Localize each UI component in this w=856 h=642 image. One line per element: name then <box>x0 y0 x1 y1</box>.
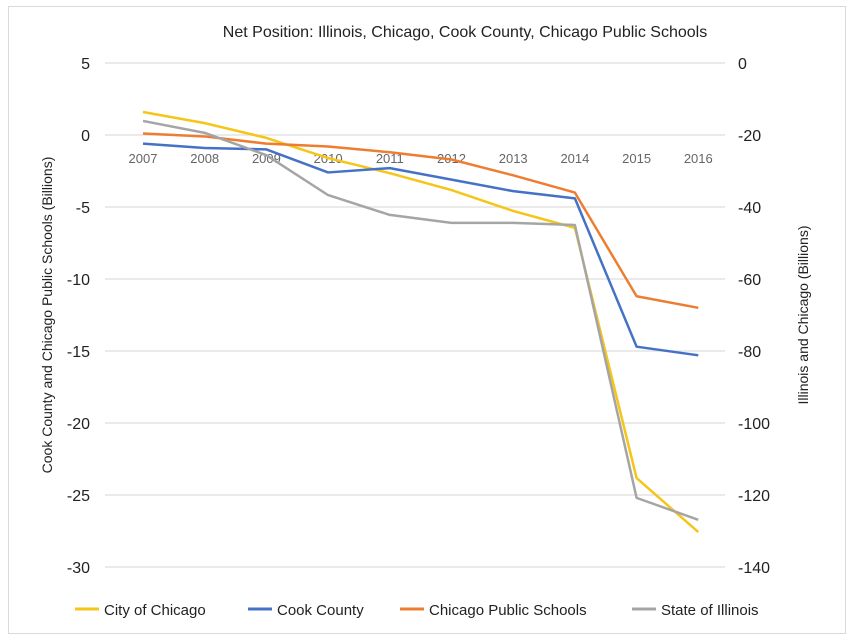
x-tick-label: 2011 <box>376 151 404 166</box>
right-axis-label: Illinois and Chicago (Billions) <box>795 226 811 405</box>
right-tick-label: -120 <box>738 488 770 505</box>
right-tick-label: -40 <box>738 200 761 217</box>
left-tick-label: -15 <box>67 344 90 361</box>
x-tick-label: 2015 <box>622 151 651 166</box>
x-tick-label: 2016 <box>684 151 713 166</box>
left-tick-label: -30 <box>67 560 90 577</box>
legend-label: Chicago Public Schools <box>429 602 587 619</box>
left-tick-label: -25 <box>67 488 90 505</box>
left-tick-label: 5 <box>81 56 90 73</box>
x-tick-label: 2013 <box>499 151 528 166</box>
x-tick-label: 2008 <box>190 151 219 166</box>
left-axis-label: Cook County and Chicago Public Schools (… <box>39 157 55 474</box>
x-tick-label: 2007 <box>129 151 158 166</box>
left-tick-label: -10 <box>67 272 90 289</box>
left-tick-label: 0 <box>81 128 90 145</box>
chart-frame <box>8 6 846 634</box>
legend-label: Cook County <box>277 602 364 619</box>
legend-label: State of Illinois <box>661 602 759 619</box>
series-line-city-of-chicago <box>142 110 700 534</box>
legend-label: City of Chicago <box>104 602 206 619</box>
right-tick-label: -140 <box>738 560 770 577</box>
series-line-cook-county <box>142 142 699 357</box>
x-tick-label: 2009 <box>252 151 281 166</box>
x-tick-label: 2014 <box>560 151 589 166</box>
right-tick-label: -60 <box>738 272 761 289</box>
left-tick-label: -5 <box>76 200 90 217</box>
right-tick-label: 0 <box>738 56 747 73</box>
left-tick-label: -20 <box>67 416 90 433</box>
chart-title: Net Position: Illinois, Chicago, Cook Co… <box>223 24 707 41</box>
right-tick-label: -20 <box>738 128 761 145</box>
right-tick-label: -100 <box>738 416 770 433</box>
series-line-chicago-public-schools <box>142 132 699 310</box>
series-line-state-of-illinois <box>142 119 699 522</box>
right-tick-label: -80 <box>738 344 761 361</box>
